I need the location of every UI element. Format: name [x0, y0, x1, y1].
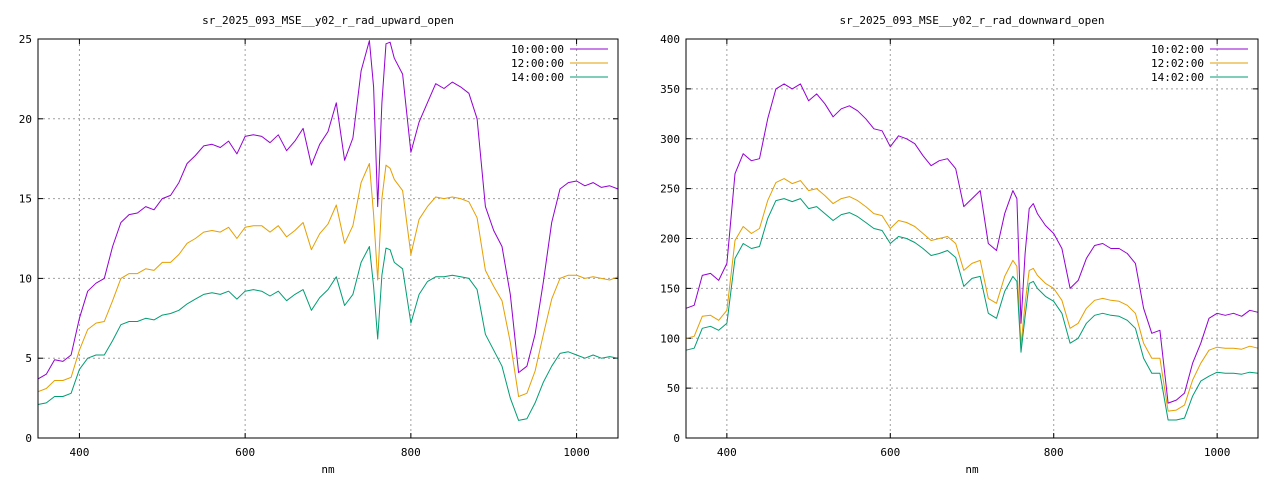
y-tick-label: 25	[19, 33, 32, 46]
y-tick-label: 250	[660, 183, 680, 196]
x-tick-label: 1000	[563, 446, 590, 459]
x-tick-label: 400	[69, 446, 89, 459]
chart-title: sr_2025_093_MSE__y02_r_rad_upward_open	[202, 14, 454, 27]
series-line-140200	[685, 198, 1259, 421]
legend-label: 14:02:00	[1151, 71, 1204, 84]
legend-label: 10:02:00	[1151, 43, 1204, 56]
chart-1: sr_2025_093_MSE__y02_r_rad_upward_open 40…	[19, 14, 619, 476]
y-tick-label: 0	[673, 432, 680, 445]
y-tick-label: 350	[660, 83, 680, 96]
x-tick-label: 600	[235, 446, 255, 459]
series-line-100000	[37, 40, 619, 380]
legend-label: 12:00:00	[511, 57, 564, 70]
y-tick-label: 15	[19, 193, 32, 206]
plot-frame	[685, 38, 1259, 439]
y-tick-label: 100	[660, 332, 680, 345]
legend-label: 12:02:00	[1151, 57, 1204, 70]
y-tick-label: 300	[660, 133, 680, 146]
x-tick-label: 400	[717, 446, 737, 459]
y-tick-label: 50	[667, 382, 680, 395]
chart-title: sr_2025_093_MSE__y02_r_rad_downward_open	[840, 14, 1105, 27]
chart-2: sr_2025_093_MSE__y02_r_rad_downward_open…	[660, 14, 1259, 476]
x-axis-label: nm	[321, 463, 335, 476]
series-line-120200	[685, 178, 1259, 412]
x-tick-label: 800	[1044, 446, 1064, 459]
y-tick-label: 20	[19, 113, 32, 126]
y-tick-label: 150	[660, 282, 680, 295]
series-line-120000	[37, 163, 619, 397]
series-line-100200	[685, 83, 1259, 404]
legend-label: 10:00:00	[511, 43, 564, 56]
y-tick-label: 0	[25, 432, 32, 445]
y-tick-label: 10	[19, 272, 32, 285]
x-tick-label: 600	[880, 446, 900, 459]
y-tick-label: 200	[660, 233, 680, 246]
y-tick-label: 400	[660, 33, 680, 46]
x-tick-label: 1000	[1204, 446, 1231, 459]
legend-label: 14:00:00	[511, 71, 564, 84]
x-axis-label: nm	[965, 463, 979, 476]
series-line-140000	[37, 246, 619, 421]
x-tick-label: 800	[401, 446, 421, 459]
y-tick-label: 5	[25, 352, 32, 365]
plot-frame	[37, 38, 619, 439]
